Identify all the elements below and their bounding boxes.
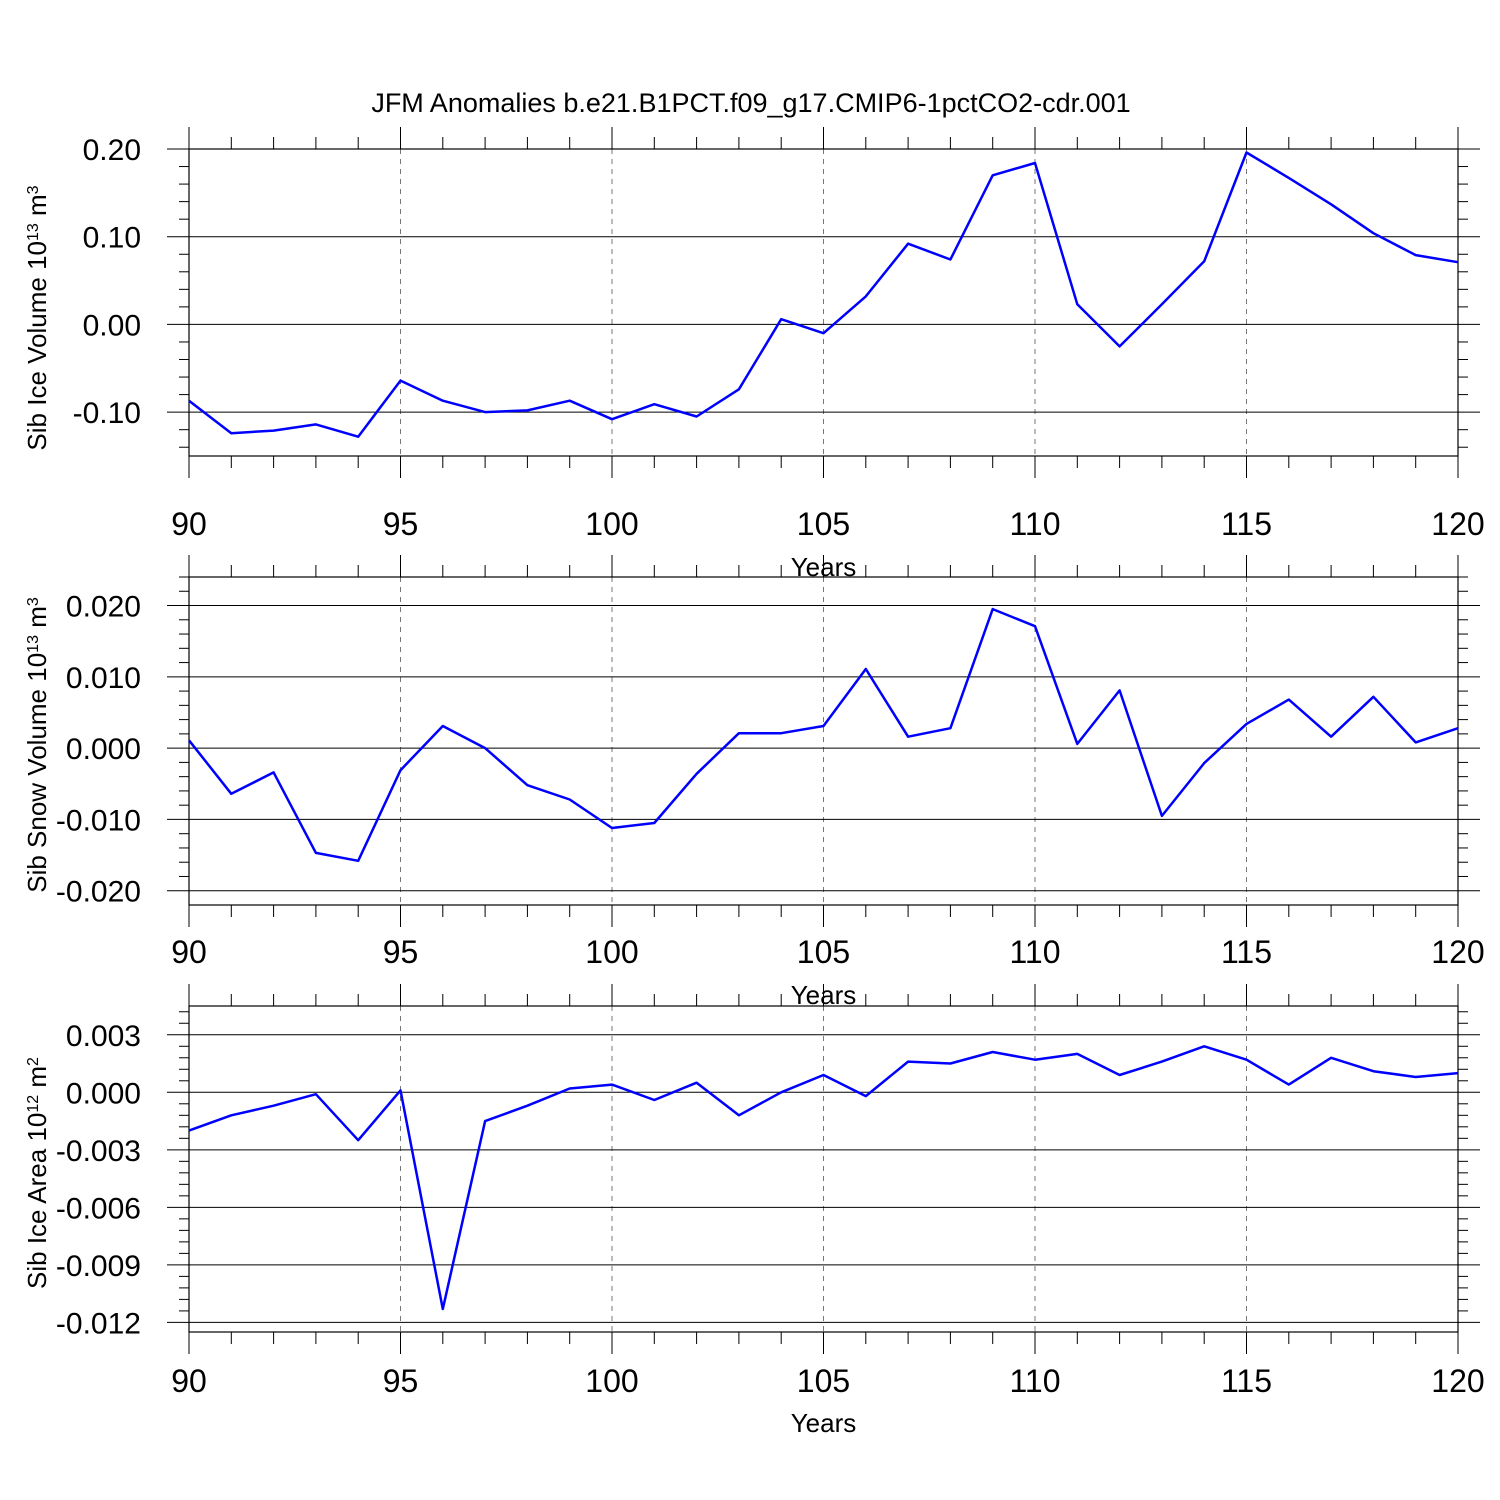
y-axis-title-part: m [22,1066,52,1095]
panels: -0.10 0.00 0.10 0.20 90 95 100 105 110 115 120 Year… [22,127,1485,1438]
y-axis-title-exponent: 3 [25,185,42,194]
y-axis-title-exponent: 2 [25,1057,42,1066]
series-line [188,1045,1459,1311]
x-tick-label: 105 [797,506,850,542]
x-tick-label: 105 [797,1363,850,1399]
panel-3: -0.012 -0.009 -0.006 -0.003 0.000 0.003 90 95 10… [22,984,1485,1438]
y-tick-label: -0.006 [56,1192,141,1225]
x-tick-label: 100 [585,934,638,970]
x-tick-label: 120 [1431,934,1484,970]
y-axis-title-exponent: 3 [25,597,42,606]
x-tick-label: 90 [171,506,207,542]
y-tick-label: 0.003 [66,1020,141,1053]
y-tick-label: -0.10 [73,397,141,430]
series-line [188,151,1459,438]
x-tick-label: 95 [383,934,419,970]
x-tick-label: 120 [1431,1363,1484,1399]
panel-2: -0.020 -0.010 0.000 0.010 0.020 90 95 100 105 110… [22,555,1485,1010]
x-tick-label: 110 [1009,506,1060,542]
plot-frame [188,148,1459,457]
y-tick-label: 0.20 [83,134,141,167]
y-axis-title-part: m [22,194,52,223]
y-axis-title-part: Sib Ice Area 10 [22,1113,52,1289]
y-axis-title-part: Sib Snow Volume 10 [22,653,52,893]
y-tick-label: 0.000 [66,1077,141,1110]
main-title: JFM Anomalies b.e21.B1PCT.f09_g17.CMIP6-… [371,88,1130,118]
x-tick-label: 90 [171,934,207,970]
y-axis-title-exponent: 13 [25,223,42,241]
x-tick-label: 115 [1221,934,1272,970]
x-axis-title: Years [791,1408,857,1438]
y-tick-label: -0.010 [56,804,141,837]
y-axis-title-part: m [22,606,52,635]
y-tick-label: -0.012 [56,1307,141,1340]
y-axis-title-exponent: 12 [25,1095,42,1113]
y-tick-label: 0.000 [66,733,141,766]
y-tick-label: 0.00 [83,309,141,342]
y-tick-label: -0.020 [56,876,141,909]
x-tick-label: 115 [1221,506,1272,542]
y-axis-title-exponent: 13 [25,635,42,653]
x-tick-label: 105 [797,934,850,970]
x-tick-label: 120 [1431,506,1484,542]
x-tick-label: 110 [1009,1363,1060,1399]
plot-frame [188,1005,1459,1333]
x-tick-label: 100 [585,506,638,542]
y-axis-title: Sib Ice Volume 1013 m3 [22,185,52,450]
y-axis-title: Sib Snow Volume 1013 m3 [22,597,52,893]
y-axis-title-part: Sib Ice Volume 10 [22,241,52,451]
x-tick-label: 95 [383,1363,419,1399]
y-tick-label: -0.009 [56,1250,141,1283]
series-line [188,607,1459,863]
y-tick-label: 0.020 [66,591,141,624]
y-axis-title: Sib Ice Area 1012 m2 [22,1057,52,1289]
y-tick-label: 0.10 [83,222,141,255]
x-tick-label: 100 [585,1363,638,1399]
y-tick-label: 0.010 [66,662,141,695]
x-tick-label: 90 [171,1363,207,1399]
x-tick-label: 95 [383,506,419,542]
x-tick-label: 115 [1221,1363,1272,1399]
y-tick-label: -0.003 [56,1135,141,1168]
x-tick-label: 110 [1009,934,1060,970]
